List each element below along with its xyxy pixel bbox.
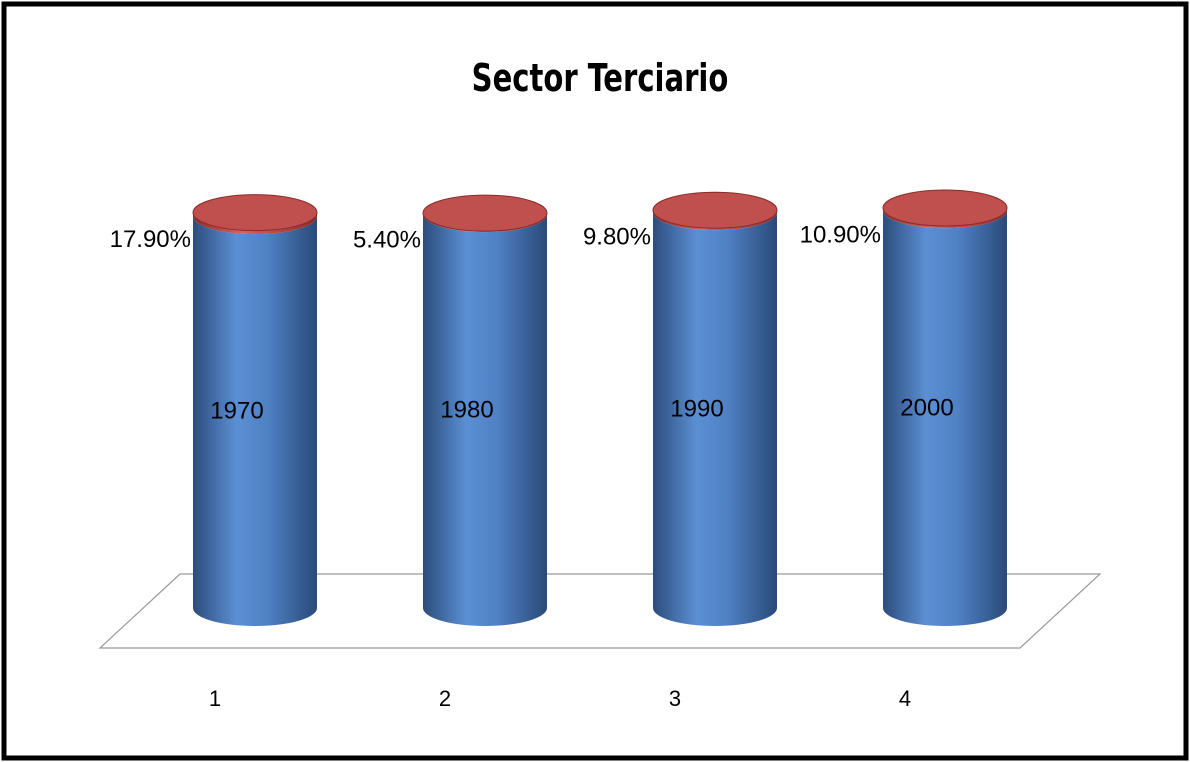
x-tick-label: 2: [439, 686, 451, 711]
cylinder-segment: [423, 214, 547, 627]
data-label: 5.40%: [353, 226, 421, 253]
x-tick-label: 1: [209, 686, 221, 711]
x-tick-label: 4: [899, 686, 911, 711]
floor: [98, 573, 1102, 649]
cylinder-segment: [193, 216, 317, 626]
data-label: 1990: [670, 395, 723, 422]
cylinder-top: [192, 194, 318, 232]
data-label: 17.90%: [110, 226, 191, 253]
data-label: 9.80%: [583, 224, 651, 251]
x-tick-label: 3: [669, 686, 681, 711]
data-label: 10.90%: [800, 221, 881, 248]
data-label: 1970: [210, 397, 263, 424]
data-label: 1980: [440, 396, 493, 423]
cylinder-segment: [193, 212, 317, 235]
cylinder-top: [422, 194, 548, 232]
data-label: 2000: [900, 394, 953, 421]
chart-title: Sector Terciario: [472, 56, 729, 100]
cylinder-segment: [883, 210, 1007, 626]
cylinder-segment: [653, 212, 777, 626]
cylinder-top: [652, 191, 778, 229]
cylinder-top: [882, 189, 1008, 227]
